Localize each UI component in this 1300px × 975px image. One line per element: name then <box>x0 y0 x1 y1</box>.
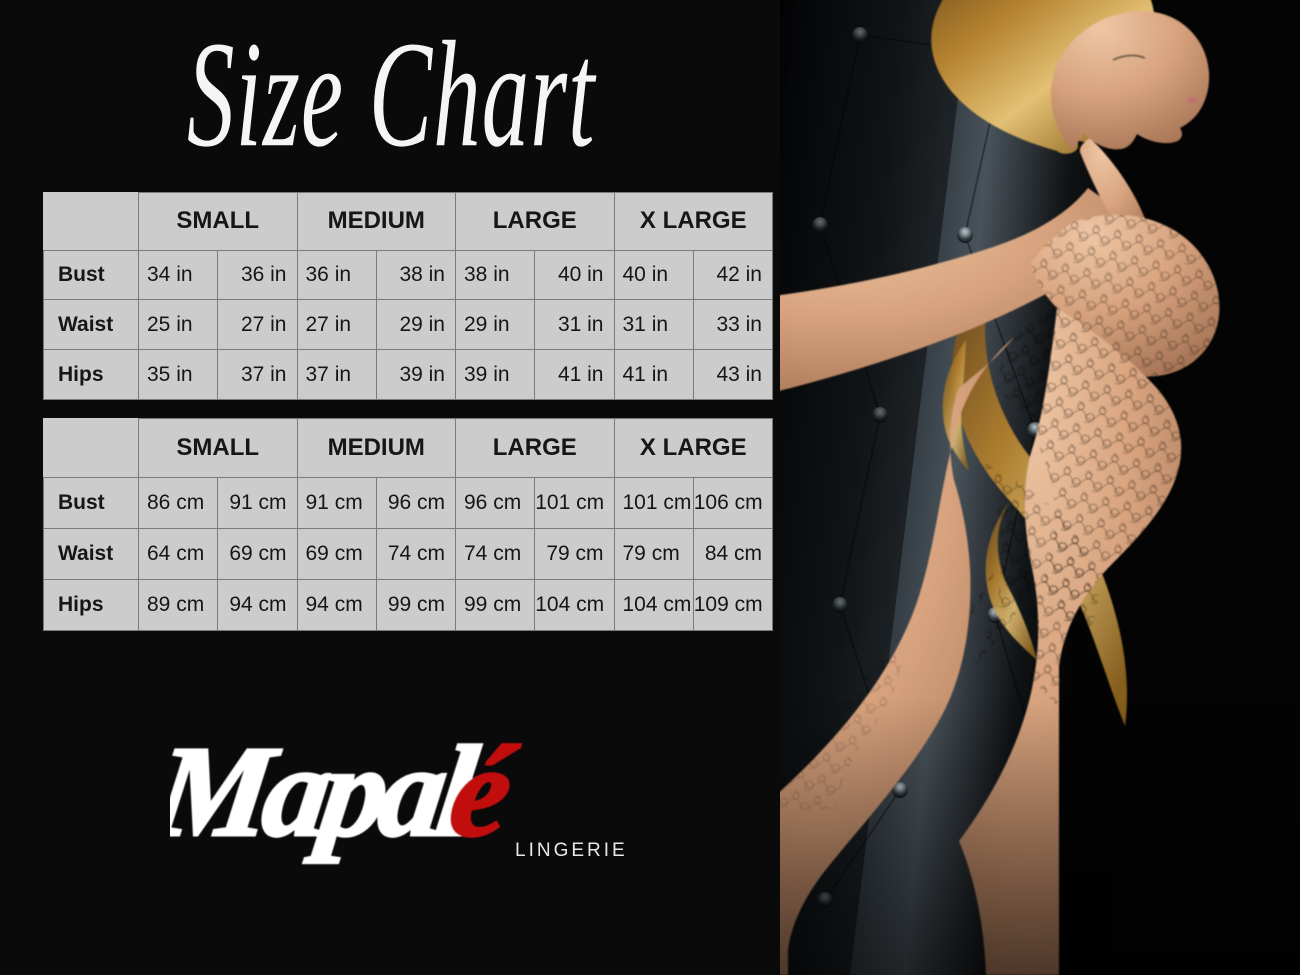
svg-text:Mapal: Mapal <box>170 721 486 864</box>
